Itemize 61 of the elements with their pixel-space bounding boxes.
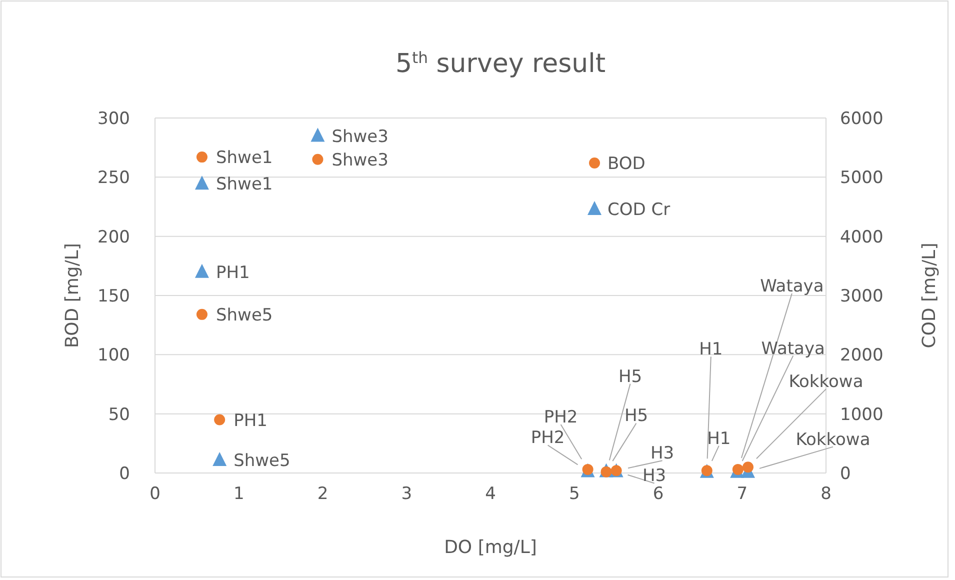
chart-title: 5$^{th}$ survey result <box>395 49 606 79</box>
y-tick-label: 150 <box>98 286 130 306</box>
y2-tick-label: 6000 <box>840 109 884 129</box>
point <box>742 462 754 473</box>
data-label: Shwe3 <box>332 126 388 147</box>
point <box>212 452 227 466</box>
data-label: Wataya <box>761 338 825 359</box>
x-tick-label: 6 <box>652 484 664 504</box>
x-tick-label: 2 <box>317 484 328 504</box>
x-tick-label: 3 <box>401 484 412 504</box>
x-axis-title: DO [mg/L] <box>444 537 537 558</box>
y2-tick-label: 1000 <box>840 404 884 425</box>
data-label: Kokkowa <box>796 430 870 450</box>
point <box>582 464 594 475</box>
x-tick-label: 0 <box>150 484 160 504</box>
legend-label: BOD <box>608 154 646 174</box>
point <box>310 128 325 142</box>
data-label: Shwe5 <box>234 450 290 471</box>
data-label: H5 <box>624 406 648 426</box>
point <box>600 466 612 478</box>
y-tick-label: 200 <box>98 227 130 248</box>
legend-label: COD Cr <box>608 200 670 220</box>
data-label: H1 <box>707 428 731 449</box>
y-tick-label: 50 <box>108 404 130 425</box>
y-tick-label: 250 <box>98 168 130 188</box>
x-tick-label: 5 <box>568 484 580 504</box>
y2-tick-label: 3000 <box>840 286 884 306</box>
data-label: Shwe1 <box>216 148 273 168</box>
point <box>196 152 208 163</box>
point <box>194 176 209 190</box>
x-tick-label: 7 <box>736 484 748 504</box>
x-tick-label: 8 <box>820 484 832 504</box>
data-label: Shwe5 <box>216 305 273 326</box>
point <box>312 154 324 165</box>
data-label: PH2 <box>530 428 565 448</box>
point <box>732 464 744 475</box>
data-label: Shwe1 <box>216 174 273 195</box>
data-label: PH2 <box>544 407 578 428</box>
data-label: H1 <box>699 340 723 360</box>
y-axis-title: BOD [mg/L] <box>62 243 83 348</box>
data-label: Shwe3 <box>332 150 388 170</box>
y2-tick-label: 4000 <box>840 227 884 248</box>
x-tick-label: 1 <box>233 484 244 504</box>
data-label: Kokkowa <box>788 372 864 392</box>
y2-tick-label: 0 <box>840 464 851 484</box>
y-tick-label: 100 <box>98 346 130 366</box>
y-tick-label: 300 <box>98 109 130 129</box>
data-label: H5 <box>618 366 642 387</box>
x-tick-label: 4 <box>485 484 496 504</box>
data-label: H3 <box>650 444 674 464</box>
y2-tick-label: 5000 <box>840 168 884 188</box>
point <box>196 308 208 320</box>
y-tick-label: 0 <box>119 464 130 484</box>
y2-axis-title: COD [mg/L] <box>919 242 940 348</box>
data-label: PH1 <box>216 262 250 283</box>
point <box>194 264 209 278</box>
point <box>214 414 226 426</box>
data-label: Wataya <box>760 276 824 296</box>
y2-tick-label: 2000 <box>840 346 884 366</box>
data-label: H3 <box>642 466 666 486</box>
data-label: PH1 <box>234 410 268 431</box>
